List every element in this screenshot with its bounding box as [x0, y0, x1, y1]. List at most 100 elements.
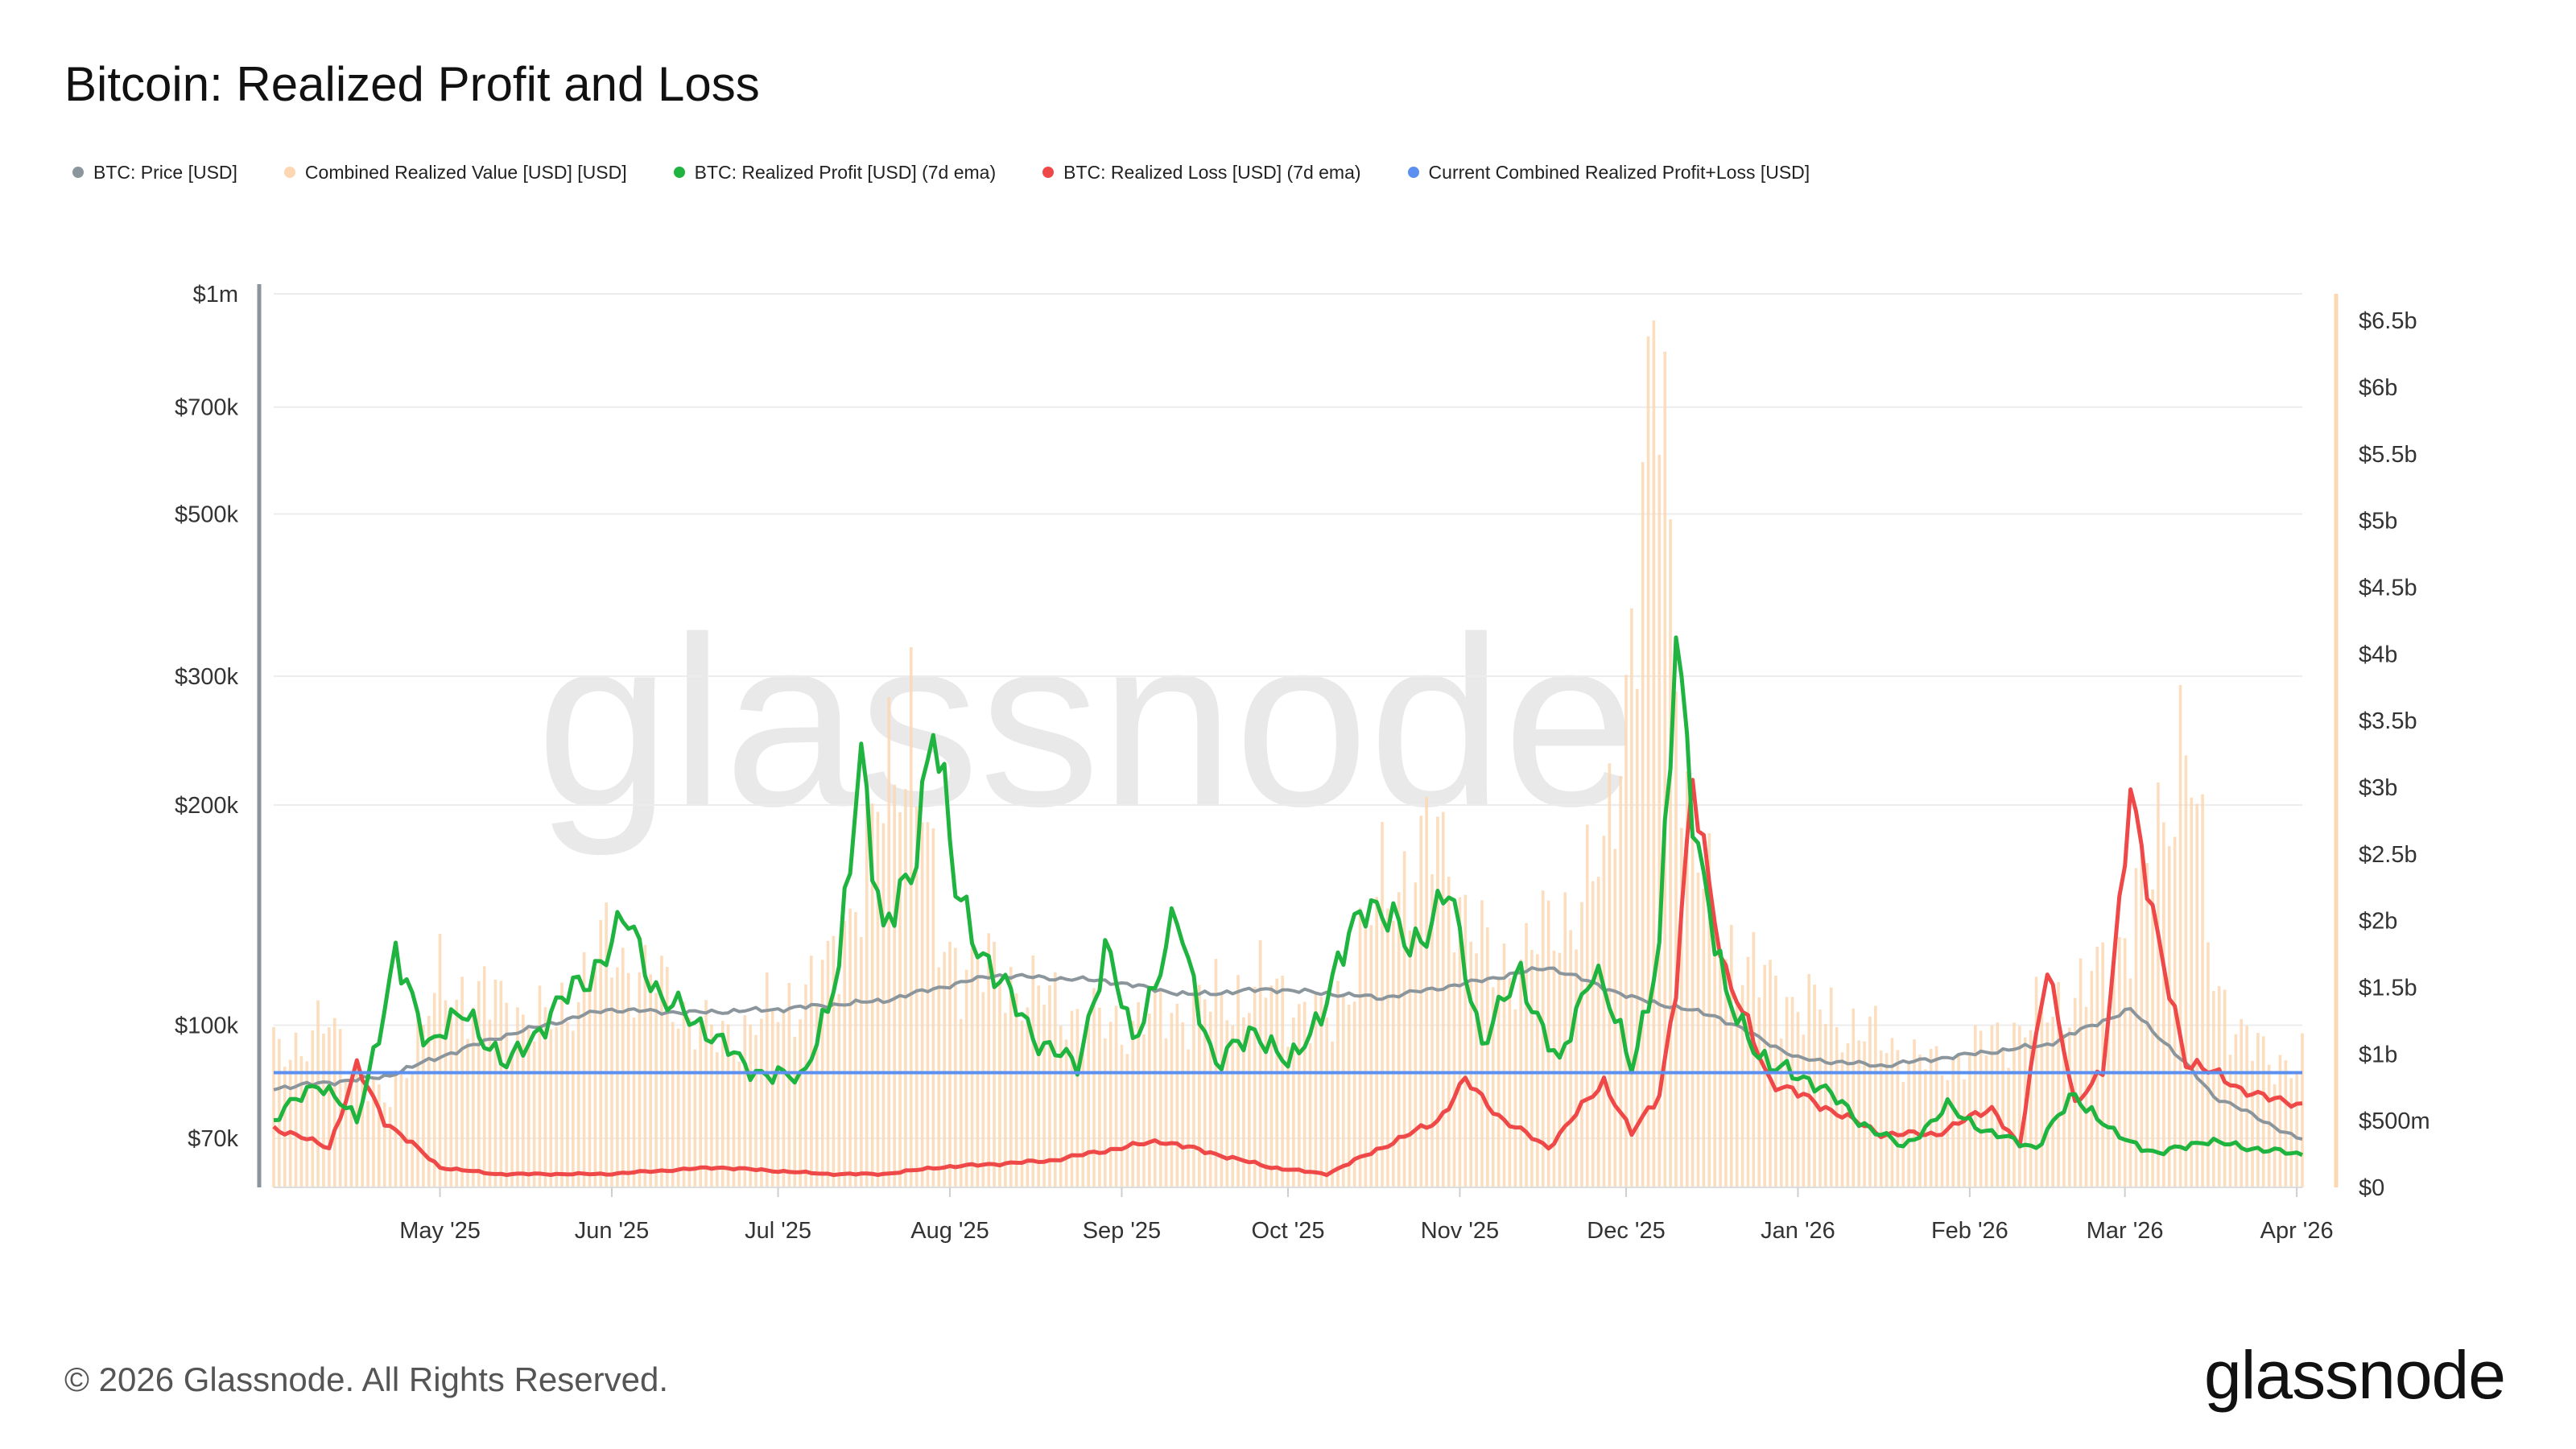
- combined-value-bar: [438, 933, 442, 1187]
- footer-copyright: © 2026 Glassnode. All Rights Reserved.: [64, 1360, 669, 1398]
- combined-value-bar: [1602, 836, 1606, 1187]
- combined-value-bar: [1591, 881, 1595, 1187]
- combined-value-bar: [2301, 1033, 2304, 1187]
- legend-item-profit[interactable]: BTC: Realized Profit [USD] (7d ema): [673, 162, 996, 184]
- combined-value-bar: [1441, 811, 1445, 1187]
- price-line: [273, 966, 2303, 1141]
- combined-value-bar: [1463, 894, 1468, 1187]
- combined-value-bar: [754, 1034, 758, 1187]
- x-tick-label: Sep '25: [1083, 1218, 1161, 1244]
- combined-value-bar: [638, 972, 642, 1187]
- combined-value-bar: [388, 1107, 392, 1187]
- combined-value-bar: [372, 1079, 375, 1187]
- combined-value-bar: [422, 1025, 425, 1187]
- combined-value-bar: [1108, 1022, 1113, 1187]
- combined-value-bar: [2029, 1030, 2033, 1187]
- combined-value-bar: [1308, 1042, 1312, 1187]
- legend-label-loss: BTC: Realized Loss [USD] (7d ema): [1063, 161, 1361, 183]
- combined-value-bar: [799, 1019, 802, 1187]
- combined-value-bar: [1342, 993, 1345, 1187]
- combined-value-bar: [1236, 975, 1240, 1187]
- combined-value-bar: [1790, 997, 1794, 1187]
- combined-value-bar: [1963, 1079, 1966, 1187]
- combined-value-bar: [881, 823, 886, 1187]
- combined-value-bar: [765, 972, 769, 1187]
- combined-value-bar: [898, 811, 902, 1187]
- combined-value-bar: [1774, 976, 1777, 1187]
- y-left-tick-label: $200k: [175, 793, 239, 819]
- combined-value-bar: [1242, 1017, 1245, 1187]
- combined-value-bar: [2057, 981, 2060, 1187]
- combined-value-bar: [1890, 1038, 1894, 1187]
- combined-value-bar: [416, 1013, 419, 1187]
- x-tick-label: Apr '26: [2260, 1218, 2334, 1244]
- combined-value-bar: [1552, 950, 1556, 1187]
- combined-value-bar: [427, 1015, 431, 1187]
- combined-value-bar: [532, 1041, 536, 1187]
- combined-value-bar: [460, 976, 464, 1187]
- legend-item-loss[interactable]: BTC: Realized Loss [USD] (7d ema): [1042, 161, 1361, 184]
- combined-value-bar: [1175, 1003, 1179, 1187]
- combined-value-bar: [743, 1015, 747, 1187]
- combined-value-bar: [1402, 851, 1406, 1187]
- combined-value-bar: [699, 1020, 702, 1187]
- combined-value-bar: [1203, 999, 1207, 1187]
- combined-value-bar: [1874, 1005, 1877, 1187]
- combined-value-bar: [1757, 997, 1761, 1187]
- combined-value-bar: [1286, 1046, 1290, 1187]
- combined-value-bar: [1042, 1005, 1046, 1187]
- combined-value-bar: [2234, 1034, 2238, 1187]
- combined-value-bar: [338, 1029, 342, 1187]
- combined-value-bar: [1525, 923, 1528, 1187]
- combined-value-bar: [1258, 939, 1262, 1187]
- combined-value-bar: [1619, 775, 1622, 1187]
- combined-value-bar: [1297, 1004, 1301, 1187]
- combined-value-bar: [914, 807, 919, 1187]
- combined-value-bar: [1447, 877, 1451, 1187]
- combined-value-bar: [671, 1022, 675, 1187]
- combined-value-bar: [572, 1030, 575, 1187]
- combined-value-bar: [1397, 892, 1401, 1187]
- combined-value-bar: [1302, 1001, 1307, 1187]
- combined-value-bar: [344, 1080, 348, 1187]
- combined-value-bar: [2034, 976, 2038, 1187]
- legend-item-combined[interactable]: Combined Realized Value [USD] [USD]: [283, 162, 627, 184]
- combined-value-bar: [366, 1100, 369, 1187]
- legend-dot-current: [1407, 167, 1419, 178]
- combined-value-bar: [1231, 1025, 1234, 1187]
- combined-value-bar: [2084, 1006, 2088, 1187]
- combined-value-bar: [2018, 1026, 2021, 1187]
- combined-value-bar: [1253, 986, 1257, 1187]
- combined-value-bar: [654, 993, 658, 1187]
- combined-value-bar: [1740, 985, 1744, 1187]
- combined-value-bar: [1375, 897, 1378, 1187]
- y-right-tick-label: $5.5b: [2359, 442, 2417, 468]
- combined-value-bar: [361, 1074, 364, 1187]
- combined-value-bar: [1635, 688, 1639, 1187]
- combined-value-bar: [526, 1029, 530, 1187]
- combined-value-bar: [621, 947, 625, 1187]
- combined-value-bar: [1491, 987, 1495, 1187]
- combined-value-bar: [2184, 755, 2188, 1187]
- combined-value-bar: [1669, 519, 1672, 1187]
- legend-item-current[interactable]: Current Combined Realized Profit+Loss [U…: [1407, 162, 1810, 184]
- combined-value-bar: [1125, 1054, 1129, 1187]
- combined-value-bar: [943, 952, 946, 1187]
- y-right-tick-label: $3.5b: [2359, 708, 2417, 734]
- combined-value-bar: [2128, 978, 2132, 1187]
- combined-value-bar: [1802, 1034, 1806, 1187]
- x-tick-label: Feb '26: [1931, 1218, 2008, 1244]
- combined-value-bar: [2157, 782, 2160, 1187]
- combined-value-bar: [1496, 976, 1501, 1187]
- combined-value-bar: [804, 984, 807, 1187]
- combined-value-bar: [998, 981, 1001, 1187]
- combined-value-bar: [1735, 1004, 1739, 1187]
- combined-value-bar: [399, 1072, 403, 1187]
- y-right-tick-label: $1.5b: [2359, 975, 2417, 1001]
- combined-value-bar: [1563, 892, 1567, 1187]
- watermark-text: glassnode: [536, 586, 1637, 858]
- combined-value-bar: [299, 1056, 303, 1187]
- combined-value-bar: [1281, 976, 1284, 1187]
- combined-value-bar: [770, 1009, 774, 1187]
- legend-item-price[interactable]: BTC: Price [USD]: [72, 162, 237, 184]
